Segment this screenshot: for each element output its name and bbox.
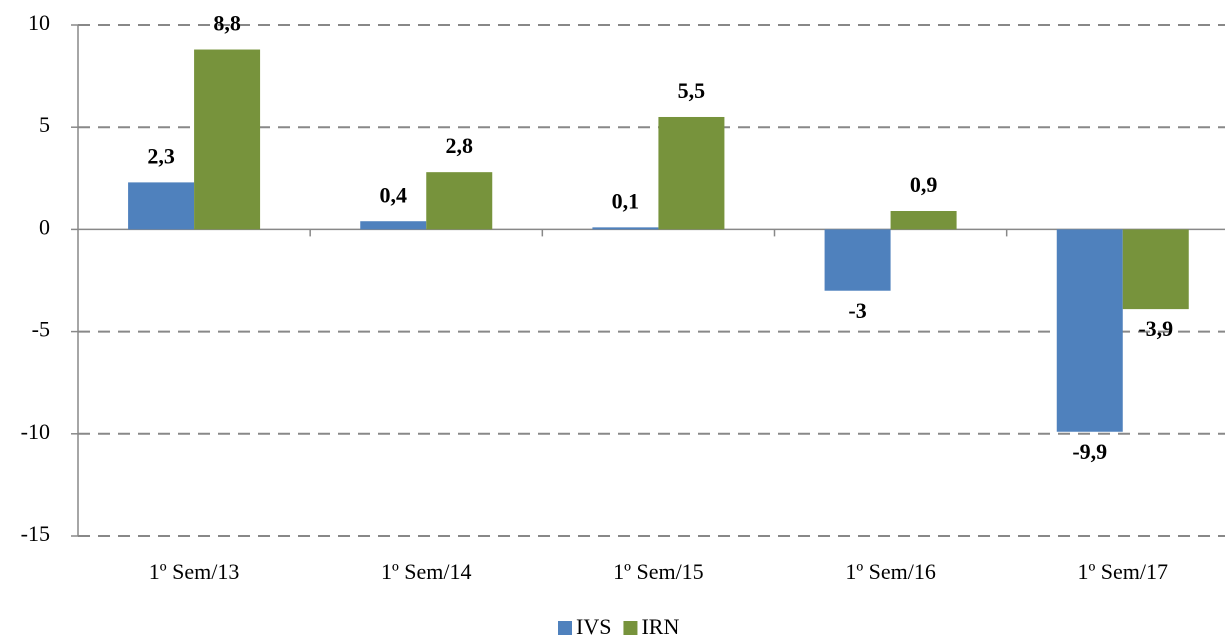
- legend-swatch: [558, 621, 572, 635]
- value-label: 0,9: [910, 172, 938, 197]
- value-label: 8,8: [213, 11, 241, 36]
- value-label: 0,1: [612, 188, 640, 213]
- y-tick-label: -5: [32, 317, 50, 342]
- x-tick-label: 1º Sem/15: [613, 559, 704, 584]
- legend-swatch: [623, 621, 638, 635]
- bar: [592, 227, 659, 230]
- y-tick-label: 0: [39, 214, 50, 239]
- value-label: -3: [848, 298, 866, 323]
- y-tick-label: 5: [39, 112, 50, 137]
- bar: [128, 182, 195, 230]
- y-tick-label: -15: [21, 521, 50, 546]
- legend-label: IRN: [641, 614, 679, 639]
- value-label: 2,8: [446, 133, 474, 158]
- value-label: 2,3: [147, 143, 175, 168]
- x-tick-label: 1º Sem/16: [845, 559, 936, 584]
- bar: [426, 172, 493, 230]
- bar: [194, 49, 261, 230]
- value-label: 5,5: [678, 78, 706, 103]
- bar: [360, 221, 427, 230]
- x-tick-label: 1º Sem/13: [149, 559, 240, 584]
- bar: [1122, 229, 1189, 310]
- y-tick-label: 10: [28, 10, 50, 35]
- legend-label: IVS: [576, 614, 611, 639]
- y-tick-label: -10: [21, 419, 50, 444]
- value-label: -9,9: [1072, 439, 1107, 464]
- x-tick-label: 1º Sem/17: [1077, 559, 1168, 584]
- value-label: 0,4: [380, 182, 408, 207]
- bar: [1056, 229, 1123, 432]
- bar: [658, 116, 725, 230]
- x-tick-label: 1º Sem/14: [381, 559, 472, 584]
- bar: [824, 229, 891, 291]
- bar: [890, 211, 957, 230]
- value-label: -3,9: [1138, 316, 1173, 341]
